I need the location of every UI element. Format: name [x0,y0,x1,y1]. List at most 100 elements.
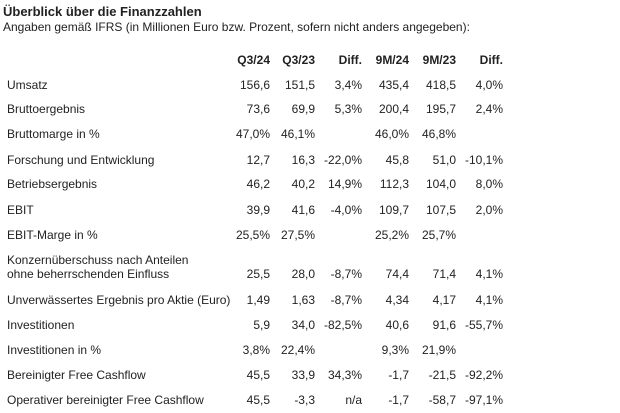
table-cell: 151,5 [284,78,315,92]
table-cell: 4,34 [385,293,409,307]
table-cell: 21,9% [421,343,456,357]
table-cell: 39,9 [246,203,270,217]
table-cell: -82,5% [323,318,362,332]
table-cell: 4,1% [475,293,503,307]
table-cell: 25,5 [246,267,270,281]
row-label: Operativer bereinigter Free Cashflow [7,393,204,407]
table-row: Investitionen 5,9 34,0 -82,5% 40,6 91,6 -55,7% [0,318,620,332]
table-cell: -8,7% [330,293,362,307]
table-cell: -1,7 [388,393,409,407]
table-cell: 112,3 [379,177,409,191]
table-cell: 1,63 [291,293,315,307]
row-label: Betriebsergebnis [7,177,98,191]
table-cell: 3,4% [334,78,362,92]
table-cell: 156,6 [239,78,270,92]
table-cell: 45,8 [385,153,409,167]
table-cell: 195,7 [425,102,456,116]
table-cell: 5,9 [253,318,270,332]
table-cell: 46,0% [374,127,409,141]
table-cell: 25,7% [421,228,456,242]
column-header: Diff. [338,53,362,67]
table-cell: 46,2 [246,177,270,191]
table-cell: -58,7 [428,393,456,407]
table-cell: -8,7% [330,267,362,281]
column-header: 9M/23 [422,53,456,67]
table-cell: 4,0% [475,78,503,92]
row-label: Umsatz [7,78,48,92]
row-label: Forschung und Entwicklung [7,153,155,167]
table-row: Operativer bereinigter Free Cashflow 45,5… [0,393,620,407]
table-cell: 91,6 [432,318,456,332]
table-cell: 22,4% [280,343,315,357]
row-label-continued: ohne beherrschenden Einfluss [7,267,170,281]
table-row: Investitionen in % 3,8% 22,4% 9,3% 21,9% [0,343,620,357]
table-cell: 74,4 [385,267,409,281]
table-cell: 109,7 [378,203,409,217]
table-header: Q3/24 Q3/23 Diff. 9M/24 9M/23 Diff. [0,53,620,67]
table-cell: 25,2% [374,228,409,242]
column-header: 9M/24 [375,53,409,67]
row-label: EBIT-Marge in % [7,228,98,242]
table-cell: 107,5 [425,203,456,217]
table-cell: 73,6 [246,102,270,116]
table-cell: -4,0% [330,203,362,217]
row-label: Bruttomarge in % [7,127,100,141]
table-cell: 16,3 [291,153,315,167]
table-cell: 1,49 [246,293,270,307]
table-row: EBIT-Marge in % 25,5% 27,5% 25,2% 25,7% [0,228,620,242]
table-cell: 51,0 [432,153,456,167]
table-cell: 34,3% [327,368,362,382]
table-cell: 27,5% [280,228,315,242]
table-row: Bereinigter Free Cashflow 45,5 33,9 34,3% -1… [0,368,620,382]
table-cell: 46,8% [421,127,456,141]
table-cell: n/a [345,393,362,407]
page-subtitle: Angaben gemäß IFRS (in Millionen Euro bz… [3,20,470,34]
table-cell: 5,3% [334,102,362,116]
table-cell: -92,2% [464,368,503,382]
table-cell: 40,2 [291,177,315,191]
table-row: Konzernüberschuss nach Anteilen ohne behe… [0,253,620,281]
page-title: Überblick über die Finanzzahlen [3,4,202,19]
row-label: EBIT [7,203,34,217]
table-cell: 418,5 [425,78,456,92]
table-cell: 25,5% [235,228,270,242]
table-cell: 47,0% [235,127,270,141]
table-cell: 28,0 [291,267,315,281]
column-header: Q3/24 [237,53,270,67]
row-label: Investitionen [7,318,75,332]
table-cell: 435,4 [378,78,409,92]
table-cell: 46,1% [280,127,315,141]
table-cell: 33,9 [291,368,315,382]
table-cell: -3,3 [294,393,315,407]
table-cell: -1,7 [388,368,409,382]
table-cell: 4,1% [475,267,503,281]
table-cell: 71,4 [432,267,456,281]
table-cell: 69,9 [291,102,315,116]
table-cell: 9,3% [381,343,409,357]
table-cell: 45,5 [246,368,270,382]
table-row: Betriebsergebnis 46,2 40,2 14,9% 112,3 104,0 8… [0,177,620,191]
table-cell: 40,6 [385,318,409,332]
table-row: Umsatz 156,6 151,5 3,4% 435,4 418,5 4,0% [0,78,620,92]
table-cell: 200,4 [378,102,409,116]
table-cell: 2,4% [475,102,503,116]
table-cell: 34,0 [291,318,315,332]
column-header: Diff. [479,53,503,67]
row-label: Investitionen in % [7,343,102,357]
table-cell: -22,0% [323,153,362,167]
table-row: Bruttoergebnis 73,6 69,9 5,3% 200,4 195,7 2,4% [0,102,620,116]
table-row: Unverwässertes Ergebnis pro Aktie (Euro)… [0,293,620,307]
table-cell: 41,6 [291,203,315,217]
row-label: Bereinigter Free Cashflow [7,368,146,382]
table-cell: -97,1% [464,393,503,407]
column-header: Q3/23 [282,53,315,67]
table-cell: -55,7% [464,318,503,332]
table-cell: 104,0 [425,177,456,191]
table-row: Bruttomarge in % 47,0% 46,1% 46,0% 46,8% [0,127,620,141]
table-cell: 2,0% [475,203,503,217]
row-label: Bruttoergebnis [7,102,86,116]
table-cell: -21,5 [428,368,456,382]
table-row: Forschung und Entwicklung 12,7 16,3 -22,0% 4… [0,153,620,167]
table-cell: 45,5 [246,393,270,407]
table-row: EBIT 39,9 41,6 -4,0% 109,7 107,5 2,0% [0,203,620,217]
